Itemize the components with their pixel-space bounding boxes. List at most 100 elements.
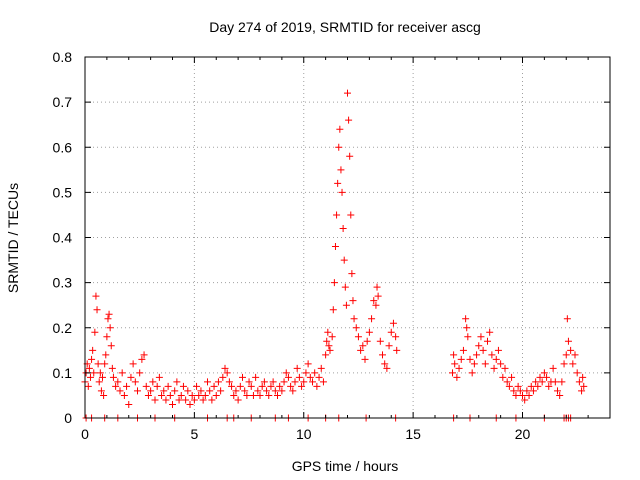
data-point [328,333,336,341]
data-point [155,373,163,381]
data-point [96,369,104,377]
plot-frame [84,56,611,419]
data-point [329,306,337,314]
data-point [289,387,297,395]
data-point [201,391,209,399]
data-point [291,378,299,386]
data-point [505,382,513,390]
data-point [298,382,306,390]
data-point [90,369,98,377]
data-point [475,342,483,350]
data-point [450,351,458,359]
data-point [319,378,327,386]
data-point [164,382,172,390]
data-point [109,373,117,381]
data-point [114,378,122,386]
data-point [455,364,463,372]
data-point [219,373,227,381]
data-point [166,391,174,399]
data-point [144,391,152,399]
data-point [573,369,581,377]
data-point [210,382,218,390]
data-point [175,396,183,404]
data-point [147,387,155,395]
data-point [361,355,369,363]
data-point [370,297,378,305]
data-point [379,351,386,359]
data-point [387,328,395,336]
data-point [108,364,116,372]
data-point [256,391,264,399]
data-point [188,391,196,399]
data-point [569,360,577,368]
data-point [86,373,94,381]
data-point [127,373,135,381]
data-point [392,333,400,341]
data-point [149,378,157,386]
data-point [129,360,137,368]
data-point [313,382,321,390]
data-point [99,373,106,381]
data-point [331,243,339,251]
data-point [334,179,342,187]
data-point [116,387,124,395]
data-point [260,378,268,386]
data-point [383,364,391,372]
data-point [354,333,362,341]
data-point [179,382,187,390]
data-point [554,387,561,395]
data-point [579,373,587,381]
data-point [241,387,249,395]
data-point [563,315,571,323]
data-point [451,360,459,368]
data-point [499,373,507,381]
data-point [92,292,100,300]
data-point [134,387,141,395]
data-point [306,373,314,381]
data-point [208,396,216,404]
data-point [527,382,535,390]
data-point [340,256,348,264]
data-point [254,387,262,395]
data-point [142,382,150,390]
data-point [575,378,583,386]
data-point [295,373,303,381]
data-point [239,373,246,381]
data-point [173,378,181,386]
data-point [479,346,487,354]
data-point [107,342,115,350]
data-point [300,378,308,386]
data-point [85,364,93,372]
data-point [199,396,207,404]
data-point [490,364,498,372]
data-point [338,188,346,196]
data-point [336,125,344,133]
data-point [543,373,551,381]
data-point [84,382,92,390]
grid [85,57,610,418]
data-point [282,369,290,377]
data-point [269,378,277,386]
data-point [564,337,572,345]
data-point [339,224,347,232]
data-point [171,387,179,395]
data-point [184,387,192,395]
data-point [95,378,103,386]
data-point [347,211,355,219]
data-point [217,387,225,395]
data-point [389,319,397,327]
data-point [514,382,522,390]
data-point [345,116,353,124]
data-point [97,387,105,395]
data-point [88,355,96,363]
data-point [265,391,273,399]
x-axis-label: GPS time / hours [292,458,399,474]
data-point [556,391,564,399]
data-point [284,373,292,381]
data-point [335,143,343,151]
data-point [252,373,260,381]
data-point [197,387,205,395]
data-point [342,301,350,309]
